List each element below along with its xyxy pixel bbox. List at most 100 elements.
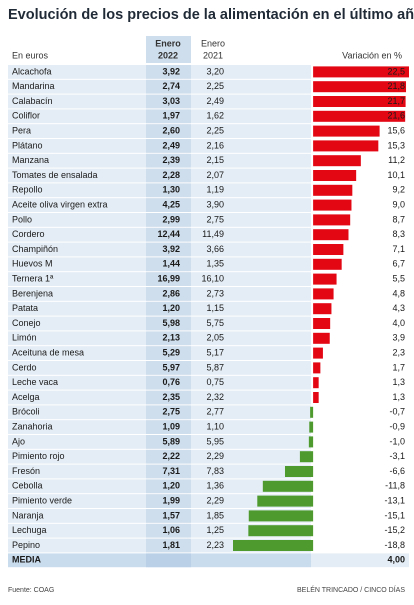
column-highlight — [146, 213, 191, 227]
column-highlight — [146, 227, 191, 242]
value-label: 10,1 — [387, 170, 405, 180]
price-2021: 1,15 — [206, 303, 224, 313]
price-2021: 2,73 — [206, 288, 224, 298]
row-label: Cebolla — [12, 481, 43, 491]
value-label: -0,9 — [389, 421, 405, 431]
price-2022: 3,92 — [162, 66, 180, 76]
bar — [313, 96, 406, 107]
price-2021: 2,75 — [206, 214, 224, 224]
bar — [313, 332, 330, 344]
column-highlight — [146, 287, 191, 301]
value-label: 21,6 — [387, 111, 405, 121]
row-label: Patata — [12, 303, 38, 313]
bar — [313, 199, 352, 211]
price-2021: 1,85 — [206, 510, 224, 520]
bar — [313, 377, 319, 389]
price-2021: 16,10 — [201, 273, 224, 283]
price-2022: 1,09 — [162, 421, 180, 431]
column-highlight — [146, 124, 191, 138]
bar — [233, 540, 314, 551]
row-label: Manzana — [12, 155, 49, 165]
row-label: Fresón — [12, 466, 40, 476]
row-label: Cerdo — [12, 362, 37, 372]
bar — [299, 451, 314, 463]
price-2021: 5,95 — [206, 436, 224, 446]
row-label: Zanahoria — [12, 421, 53, 431]
bar — [313, 66, 409, 78]
price-2022: 16,99 — [157, 273, 180, 283]
column-highlight — [146, 523, 191, 538]
value-label: 21,8 — [387, 81, 405, 91]
column-highlight — [146, 331, 191, 346]
price-2021: 0,75 — [206, 377, 224, 387]
column-highlight — [146, 316, 191, 331]
value-label: -0,7 — [389, 407, 405, 417]
value-label: 9,2 — [392, 185, 405, 195]
row-label: Pimiento rojo — [12, 451, 65, 461]
price-2022: 5,97 — [162, 362, 180, 372]
price-2022: 1,30 — [162, 185, 180, 195]
price-2021: 3,20 — [206, 66, 224, 76]
row-label: Calabacín — [12, 96, 53, 106]
value-label: 15,6 — [387, 125, 405, 135]
column-highlight — [146, 346, 191, 360]
column-highlight — [146, 79, 191, 94]
value-label: 8,7 — [392, 214, 405, 224]
value-label: -13,1 — [384, 495, 405, 505]
column-header: 2022 — [158, 50, 178, 60]
price-2022: 2,13 — [162, 333, 180, 343]
row-label: Tomates de ensalada — [12, 170, 98, 180]
row-label: Plátano — [12, 140, 43, 150]
column-highlight — [146, 509, 191, 523]
value-label: 1,3 — [392, 377, 405, 387]
bar — [313, 229, 349, 241]
chart-title: Evolución de los precios de la alimentac… — [8, 7, 414, 23]
value-label: 4,3 — [392, 303, 405, 313]
column-header: Variación en % — [342, 50, 402, 60]
bar — [313, 125, 380, 137]
bar — [313, 110, 406, 122]
price-2021: 2,05 — [206, 333, 224, 343]
price-2022: 2,49 — [162, 140, 180, 150]
column-highlight — [146, 361, 191, 375]
bar — [313, 288, 334, 300]
column-highlight — [146, 272, 191, 286]
column-highlight — [146, 242, 191, 257]
row-label: Champiñón — [12, 244, 58, 254]
price-2021: 1,36 — [206, 481, 224, 491]
price-2021: 3,66 — [206, 244, 224, 254]
row-label: Huevos M — [12, 259, 53, 269]
row-label: Lechuga — [12, 525, 47, 535]
bar — [313, 244, 344, 255]
price-2021: 2,16 — [206, 140, 224, 150]
value-label: 5,5 — [392, 273, 405, 283]
row-label: Berenjena — [12, 288, 53, 298]
bar — [313, 81, 407, 93]
column-highlight — [146, 198, 191, 212]
value-label: 6,7 — [392, 259, 405, 269]
value-label: -3,1 — [389, 451, 405, 461]
column-highlight — [146, 94, 191, 109]
value-label: 4,8 — [392, 288, 405, 298]
price-2022: 1,06 — [162, 525, 180, 535]
price-2022: 3,03 — [162, 96, 180, 106]
price-2022: 2,86 — [162, 288, 180, 298]
price-2021: 5,87 — [206, 362, 224, 372]
price-2022: 12,44 — [157, 229, 180, 239]
row-label: Acelga — [12, 392, 40, 402]
price-2022: 1,44 — [162, 259, 180, 269]
price-2021: 3,90 — [206, 199, 224, 209]
price-2022: 7,31 — [162, 466, 180, 476]
value-label: 1,7 — [392, 362, 405, 372]
column-highlight — [146, 390, 191, 405]
price-2021: 2,07 — [206, 170, 224, 180]
unit-label: En euros — [12, 50, 49, 60]
value-label: 15,3 — [387, 140, 405, 150]
bar — [313, 170, 357, 181]
column-header: Enero — [201, 38, 225, 48]
value-label: -15,2 — [384, 525, 405, 535]
value-label: 3,9 — [392, 333, 405, 343]
bar — [313, 318, 331, 329]
price-2022: 2,22 — [162, 451, 180, 461]
